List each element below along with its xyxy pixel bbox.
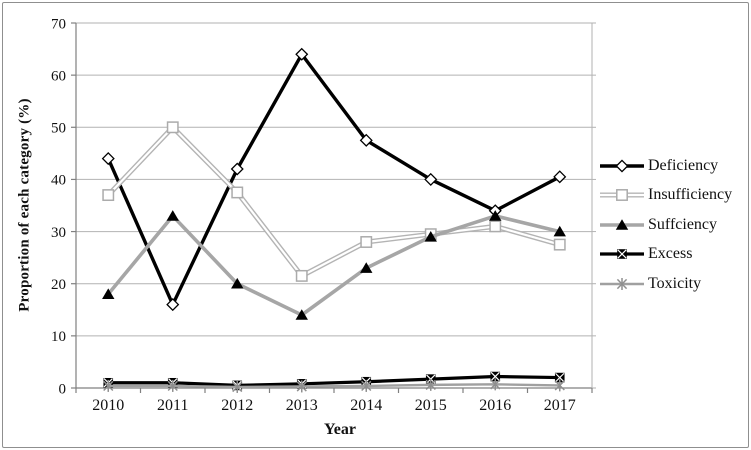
series-deficiency [101, 47, 567, 312]
y-tick-label: 50 [51, 121, 66, 137]
legend-item-suffciency: Suffciency [598, 210, 732, 240]
y-tick-label: 70 [51, 16, 66, 32]
y-tick-label: 10 [51, 329, 66, 345]
legend-label: Insufficiency [648, 186, 733, 204]
legend-marker-square-open [600, 189, 644, 202]
x-tick-label: 2017 [544, 397, 576, 414]
x-tick-label: 2011 [157, 397, 188, 414]
legend-item-excess: Excess [598, 240, 732, 270]
y-tick-label: 30 [51, 225, 66, 241]
x-tick-label: 2015 [415, 397, 447, 414]
x-tick-label: 2016 [479, 397, 511, 414]
legend-label: Toxicity [648, 274, 702, 292]
axes [71, 22, 596, 393]
legend-item-toxicity: Toxicity [598, 269, 732, 299]
series-toxicity [103, 378, 565, 393]
y-tick-label: 60 [51, 68, 66, 84]
x-tick-label: 2014 [350, 397, 382, 414]
gridlines [76, 22, 592, 337]
y-tick-label: 0 [59, 381, 67, 397]
y-tick-labels: 0 10 20 30 40 50 60 70 [51, 16, 66, 397]
legend-marker-square-x [600, 249, 644, 260]
y-tick-label: 40 [51, 173, 66, 189]
legend-item-deficiency: Deficiency [598, 151, 732, 181]
legend-label: Excess [648, 245, 693, 263]
legend-marker-star [600, 277, 644, 290]
series-suffciency [102, 210, 566, 320]
y-tick-label: 20 [51, 277, 66, 293]
x-tick-label: 2012 [221, 397, 253, 414]
legend-marker-diamond-open [600, 159, 644, 173]
legend-marker-triangle-filled [600, 218, 644, 230]
chart-legend: Deficiency Insufficiency Suffciency Excess T… [598, 151, 732, 299]
legend-label: Suffciency [648, 215, 718, 233]
x-tick-label: 2010 [92, 397, 124, 414]
series-insufficiency [102, 121, 566, 282]
x-axis-title: Year [324, 421, 356, 438]
legend-item-insufficiency: Insufficiency [598, 181, 732, 211]
legend-label: Deficiency [648, 156, 719, 174]
x-tick-label: 2013 [286, 397, 318, 414]
x-tick-labels: 2010 2011 2012 2013 2014 2015 2016 2017 [92, 397, 576, 414]
y-axis-title: Proportion of each category (%) [16, 98, 33, 312]
